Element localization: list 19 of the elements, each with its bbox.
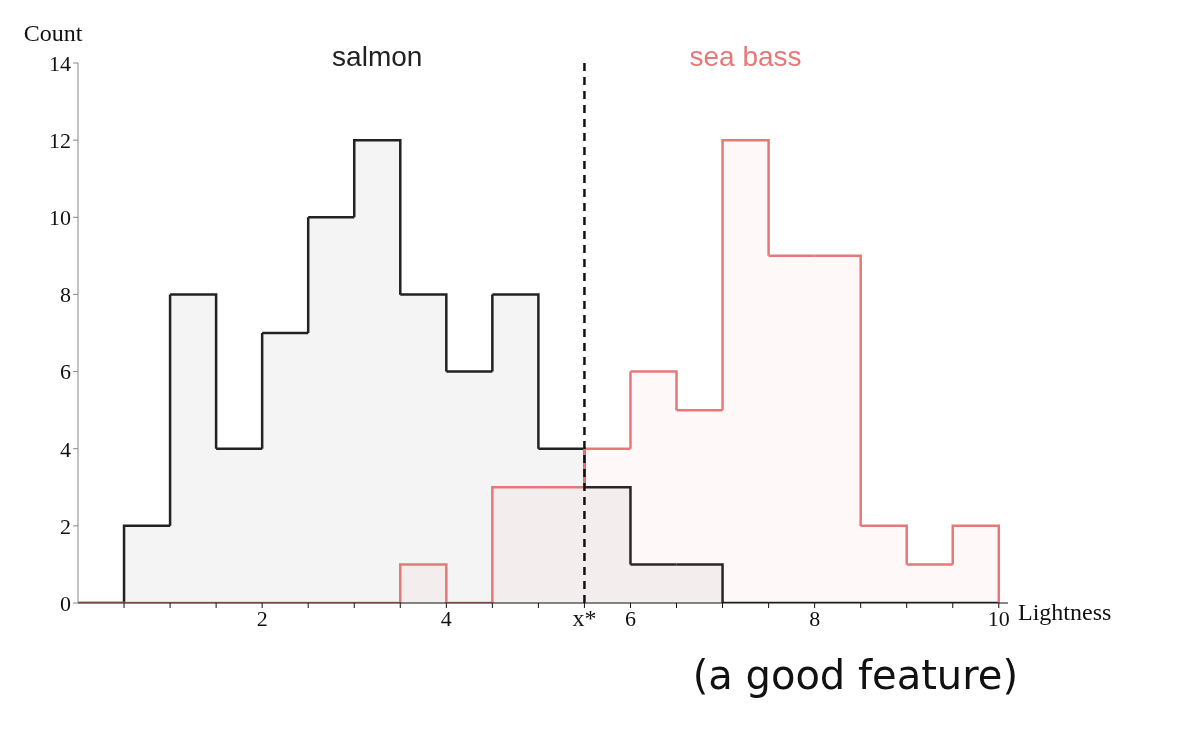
text: sea bass <box>688 41 803 73</box>
y-tick-label: 10 <box>49 205 71 231</box>
y-axis-title: Count <box>23 20 83 46</box>
y-tick-label: 8 <box>60 282 71 308</box>
y-tick-label: 2 <box>60 513 71 539</box>
y-tick-label: 14 <box>49 50 71 76</box>
x-tick-label: 10 <box>987 605 1010 631</box>
ref-line-label: x* <box>572 605 597 632</box>
x-tick-label: 6 <box>624 605 636 631</box>
y-tick-label: 12 <box>49 127 71 153</box>
x-tick-label: 2 <box>256 605 268 631</box>
text: salmon <box>331 41 424 73</box>
x-axis-title: Lightness <box>1018 599 1112 626</box>
y-tick-label: 4 <box>60 436 71 462</box>
x-tick-label: 8 <box>809 605 821 631</box>
x-tick-label: 4 <box>440 605 452 631</box>
text: (a good feature) <box>691 652 1019 698</box>
y-tick-label: 0 <box>60 590 71 616</box>
y-tick-label: 6 <box>60 359 71 385</box>
